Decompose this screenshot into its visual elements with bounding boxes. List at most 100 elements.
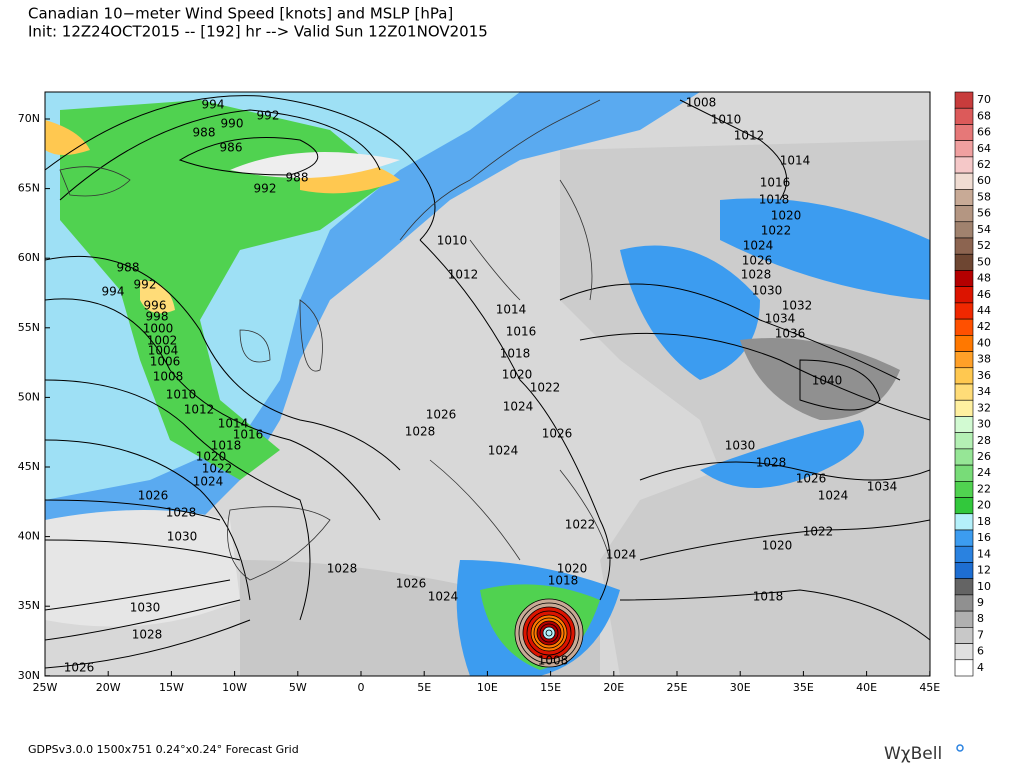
lon-label: 15W	[159, 681, 184, 694]
isobar-label: 988	[117, 261, 140, 275]
colorbar-label: 68	[977, 109, 991, 122]
isobar-label: 1014	[780, 154, 811, 168]
isobar	[45, 379, 311, 621]
colorbar-cell	[954, 156, 974, 174]
colorbar-cell	[954, 253, 974, 271]
colorbar-label: 36	[977, 369, 991, 382]
wind-blue	[620, 245, 760, 380]
isobar-label: 1026	[396, 577, 427, 591]
colorbar-cell	[954, 286, 974, 304]
wind-yellow	[140, 280, 175, 314]
isobar-label: 1026	[542, 427, 573, 441]
colorbar-label: 18	[977, 515, 991, 528]
isobar	[45, 539, 241, 561]
isobar	[45, 599, 241, 641]
isobar-label: 1034	[867, 480, 898, 494]
isobar-label: 1028	[405, 425, 436, 439]
colorbar-cell	[954, 172, 974, 190]
isobar-label: 1020	[196, 450, 227, 464]
isobar	[178, 137, 319, 176]
colorbar-cell	[954, 189, 974, 206]
isobar-label: 1018	[500, 347, 531, 361]
lon-label: 25W	[33, 681, 58, 694]
isobar-label: 986	[220, 141, 243, 155]
lon-label: 35E	[793, 681, 814, 694]
colorbar-label: 44	[977, 304, 991, 317]
isobar	[679, 99, 788, 201]
colorbar-cell	[954, 318, 974, 336]
colorbar-cell	[954, 610, 974, 628]
logo: WχBell	[884, 744, 942, 764]
isobar-label: 1026	[138, 489, 169, 503]
isobar-label: 1016	[760, 176, 791, 190]
isobar-label: 1018	[211, 439, 242, 453]
isobar-label: 1000	[143, 322, 174, 336]
isobar-label: 996	[144, 299, 167, 313]
colorbar-cell	[954, 270, 974, 287]
isobar-label: 1020	[557, 562, 588, 576]
colorbar-cell	[954, 91, 974, 109]
colorbar-label: 10	[977, 580, 991, 593]
isobar-label: 1008	[686, 96, 717, 110]
colorbar-label: 46	[977, 288, 991, 301]
lon-label: 5W	[289, 681, 307, 694]
coastline	[59, 166, 131, 197]
isobar-label: 1030	[752, 284, 783, 298]
isobar-label: 1010	[437, 234, 468, 248]
colorbar-cell	[954, 659, 974, 677]
isobar	[799, 359, 881, 411]
colorbar-label: 38	[977, 353, 991, 366]
lat-label: 35N	[18, 599, 40, 612]
isobar-label: 990	[221, 117, 244, 131]
colorbar-label: 62	[977, 158, 991, 171]
coastline	[429, 459, 611, 561]
isobar-label: 998	[146, 310, 169, 324]
logo-dot	[956, 744, 964, 752]
colorbar-label: 14	[977, 547, 991, 560]
isobar-label: 992	[134, 278, 157, 292]
colorbar-cell	[954, 124, 974, 141]
colorbar-label: 70	[977, 93, 991, 106]
isobar-label: 1010	[166, 388, 197, 402]
isobar-label: 1024	[193, 475, 224, 489]
colorbar-label: 6	[977, 645, 984, 658]
lon-label: 10E	[477, 681, 498, 694]
colorbar-label: 42	[977, 320, 991, 333]
land-borders	[59, 99, 611, 581]
colorbar-cell	[954, 497, 974, 515]
colorbar-label: 66	[977, 126, 991, 139]
isobar-label: 1020	[771, 209, 802, 223]
isobar-label: 992	[254, 182, 277, 196]
isobar-label: 1018	[548, 574, 579, 588]
isobar-label: 1030	[130, 601, 161, 615]
isobar-label: 1006	[150, 355, 181, 369]
isobar-label: 988	[286, 171, 309, 185]
isobar	[419, 239, 611, 601]
colorbar-label: 52	[977, 239, 991, 252]
colorbar-cell	[954, 416, 974, 433]
isobars	[45, 95, 930, 669]
land-iberia	[45, 510, 240, 627]
lat-label: 30N	[18, 669, 40, 682]
isobar-label: 1028	[756, 456, 787, 470]
isobar-label: 992	[257, 109, 280, 123]
colorbar-label: 58	[977, 190, 991, 203]
isobar-label: 1040	[812, 374, 843, 388]
colorbar-cell	[954, 221, 974, 239]
isobar-label: 1026	[64, 661, 95, 675]
lat-label: 40N	[18, 530, 40, 543]
isobar	[579, 332, 930, 421]
isobar-label: 1032	[782, 299, 813, 313]
isobar-label: 1020	[502, 368, 533, 382]
colorbar-cell	[954, 367, 974, 385]
colorbar-label: 4	[977, 661, 984, 674]
isobar-label: 1028	[741, 268, 772, 282]
isobar-label: 1036	[775, 327, 806, 341]
isobar-label: 1002	[147, 334, 178, 348]
colorbar-label: 50	[977, 255, 991, 268]
colorbar-label: 12	[977, 564, 991, 577]
colorbar-label: 32	[977, 401, 991, 414]
colorbar-label: 8	[977, 612, 984, 625]
colorbar-label: 60	[977, 174, 991, 187]
